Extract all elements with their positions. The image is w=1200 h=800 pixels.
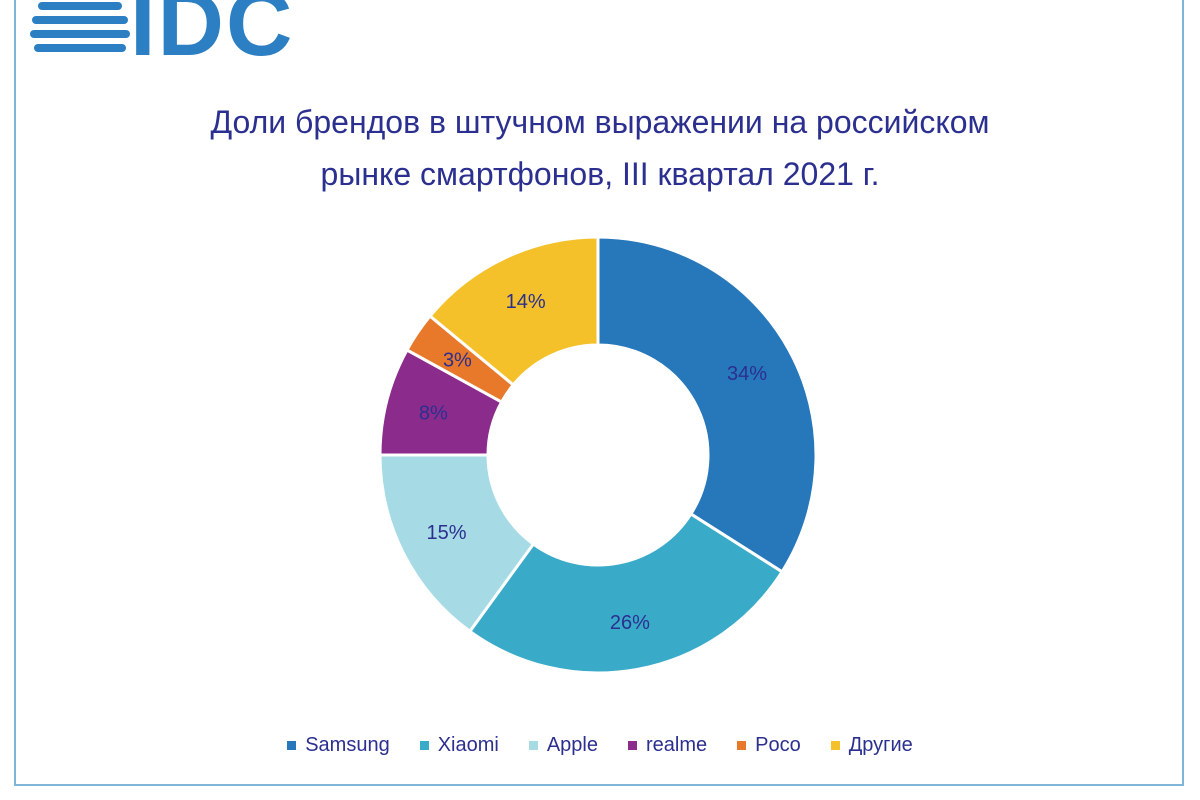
legend-swatch xyxy=(737,741,747,750)
slice-label-другие: 14% xyxy=(506,291,546,313)
idc-logo-text: IDC xyxy=(130,0,295,75)
slice-label-apple: 15% xyxy=(427,522,467,544)
slice-label-xiaomi: 26% xyxy=(610,612,650,634)
slice-label-samsung: 34% xyxy=(727,363,767,385)
slice-samsung xyxy=(596,235,818,574)
legend-swatch xyxy=(528,741,538,750)
slice-label-poco: 3% xyxy=(443,349,472,371)
chart-title-line-2: рынке смартфонов, III квартал 2021 г. xyxy=(320,156,880,192)
legend-item-poco: Poco xyxy=(737,734,801,757)
legend-label: Poco xyxy=(755,734,801,756)
legend-item-apple: Apple xyxy=(528,734,598,757)
legend-swatch xyxy=(287,741,297,750)
legend-label: Другие xyxy=(848,734,913,756)
legend-label: Apple xyxy=(546,734,598,756)
slice-apple xyxy=(378,453,536,634)
chart-title-line-1: Доли брендов в штучном выражении на росс… xyxy=(210,104,990,140)
legend-item-xiaomi: Xiaomi xyxy=(419,734,499,757)
legend-item-realme: realme xyxy=(628,734,707,757)
legend-swatch xyxy=(830,741,840,750)
legend-label: Xiaomi xyxy=(437,734,499,756)
slice-label-realme: 8% xyxy=(419,403,448,425)
slice-xiaomi xyxy=(467,511,785,675)
slice-другие xyxy=(427,235,600,387)
legend-item-samsung: Samsung xyxy=(287,734,390,757)
legend-swatch xyxy=(628,741,637,750)
legend-swatch xyxy=(419,741,429,750)
chart-frame xyxy=(14,0,1184,786)
legend-label: Samsung xyxy=(305,734,390,756)
legend-label: realme xyxy=(646,734,708,756)
legend-item-другие: Другие xyxy=(830,734,913,757)
idc-logo-mark xyxy=(30,2,130,52)
chart-legend: Samsung Xiaomi Apple realme Poco Другие xyxy=(0,734,1200,757)
chart-title: Доли брендов в штучном выражении на росс… xyxy=(0,96,1200,200)
